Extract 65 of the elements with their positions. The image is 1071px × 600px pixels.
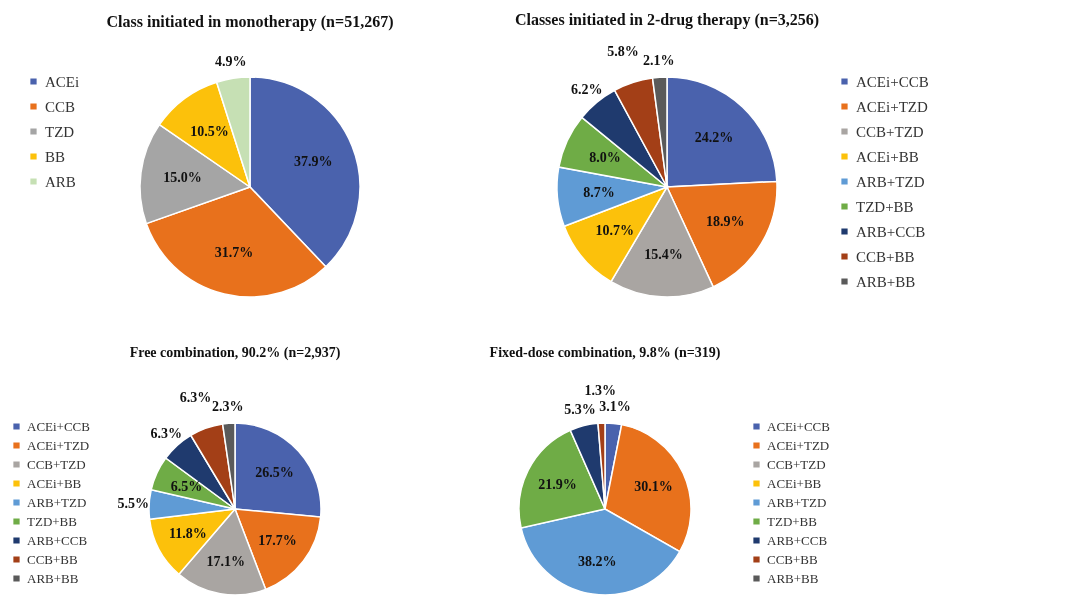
data-label: 10.5% (190, 124, 229, 140)
data-label: 24.2% (694, 129, 734, 145)
legend-label: CCB+TZD (27, 456, 86, 472)
data-label: 6.3% (150, 425, 183, 441)
legend-label: ARB+BB (767, 570, 819, 586)
legend-label: ACEi+TZD (856, 98, 928, 115)
legend-label: ARB+BB (856, 273, 916, 290)
legend-label: CCB+TZD (856, 123, 924, 140)
legend-label: CCB (45, 98, 76, 115)
legend-label: ARB+BB (27, 570, 79, 586)
data-label: 6.5% (170, 478, 203, 494)
data-label: 5.8% (607, 43, 639, 59)
legend-label: CCB+BB (856, 248, 915, 265)
legend-label: CCB+BB (27, 551, 79, 567)
chart-title: Class initiated in monotherapy (n=51,267) (106, 12, 394, 31)
data-label: 15.0% (163, 170, 202, 186)
legend-label: ACEi+CCB (856, 73, 929, 90)
legend-label: ACEi+BB (767, 475, 822, 491)
legend-label: TZD (45, 123, 75, 140)
legend-label: BB (45, 148, 66, 165)
legend-label: ACEi+CCB (767, 418, 831, 434)
data-label: 18.9% (706, 214, 745, 230)
data-label: 2.3% (211, 399, 244, 415)
legend-label: TZD+BB (856, 198, 914, 215)
legend-label: ARB+CCB (27, 532, 88, 548)
legend-label: CCB+TZD (767, 456, 826, 472)
data-label: 38.2% (577, 553, 617, 569)
legend-label: ACEi+TZD (767, 437, 830, 453)
data-label: 6.3% (179, 389, 212, 405)
data-label: 26.5% (255, 465, 294, 481)
data-label: 1.3% (584, 383, 616, 399)
legend-label: ARB+TZD (27, 494, 87, 510)
chart-title: Classes initiated in 2-drug therapy (n=3,256) (514, 11, 820, 30)
data-label: 8.0% (589, 150, 621, 166)
legend-label: ACEi+CCB (27, 418, 91, 434)
data-label: 37.9% (294, 153, 333, 169)
data-label: 17.7% (258, 533, 297, 549)
data-label: 31.7% (214, 245, 254, 261)
legend-label: ACEi+BB (27, 475, 82, 491)
legend-label: ARB+CCB (767, 532, 828, 548)
legend-label: TZD+BB (767, 513, 818, 529)
legend-label: ARB (45, 173, 76, 190)
data-label: 11.8% (169, 526, 207, 542)
legend-label: ACEi+BB (856, 148, 919, 165)
data-label: 5.3% (564, 402, 596, 418)
data-label: 6.2% (570, 81, 603, 97)
legend-label: CCB+BB (767, 551, 819, 567)
chart-title: Fixed-dose combination, 9.8% (n=319) (489, 345, 721, 362)
data-label: 5.5% (117, 495, 149, 511)
data-label: 15.4% (644, 247, 683, 263)
data-label: 8.7% (583, 185, 615, 201)
data-label: 30.1% (634, 478, 673, 494)
data-label: 4.9% (214, 54, 247, 70)
data-label: 2.1% (642, 53, 675, 69)
chart-title: Free combination, 90.2% (n=2,937) (129, 345, 341, 362)
data-label: 17.1% (206, 553, 246, 569)
legend-label: TZD+BB (27, 513, 78, 529)
legend-label: ACEi (45, 73, 80, 90)
data-label: 10.7% (595, 222, 635, 238)
legend-label: ARB+TZD (767, 494, 827, 510)
legend-label: ARB+TZD (856, 173, 925, 190)
data-label: 21.9% (538, 477, 577, 492)
legend-label: ARB+CCB (856, 223, 926, 240)
legend-label: ACEi+TZD (27, 437, 90, 453)
data-label: 3.1% (599, 399, 631, 415)
